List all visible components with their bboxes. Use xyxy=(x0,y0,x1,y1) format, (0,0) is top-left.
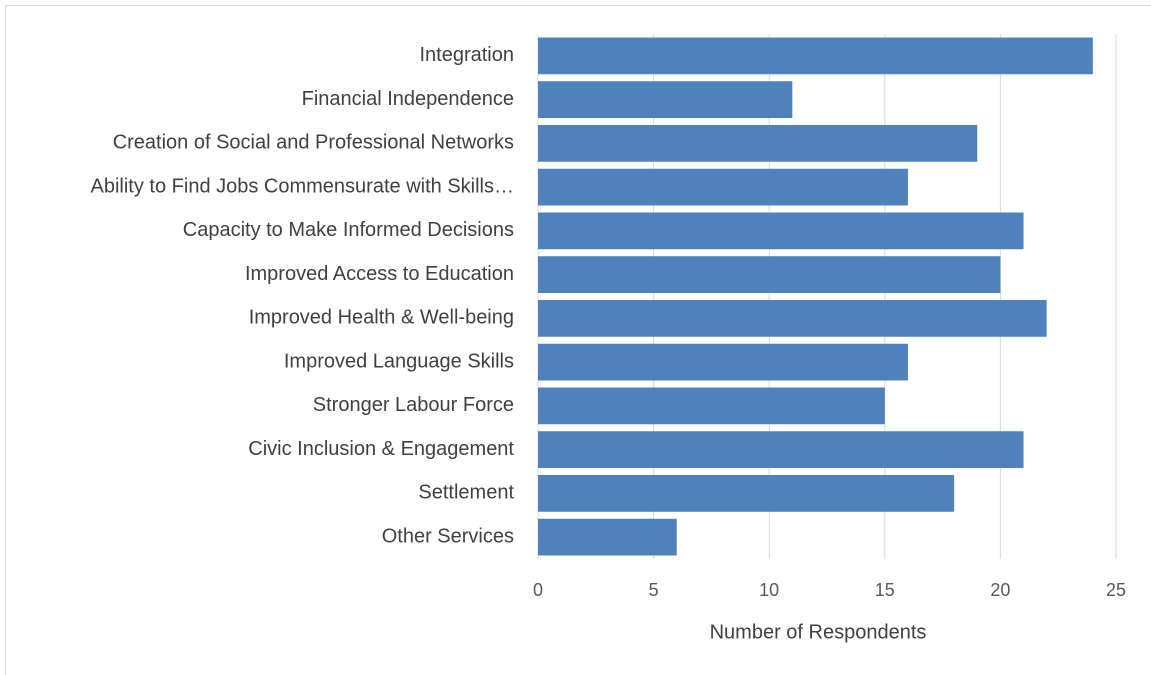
y-tick-label: Financial Independence xyxy=(302,88,514,110)
y-tick-label: Civic Inclusion & Engagement xyxy=(248,438,514,460)
x-tick-label: 15 xyxy=(875,580,895,600)
y-tick-label: Capacity to Make Informed Decisions xyxy=(183,219,514,241)
y-tick-label: Stronger Labour Force xyxy=(313,394,514,416)
bar xyxy=(538,256,1001,293)
bar xyxy=(538,431,1024,468)
y-tick-label: Improved Access to Education xyxy=(245,263,514,285)
x-tick-label: 5 xyxy=(649,580,659,600)
y-tick-label: Creation of Social and Professional Netw… xyxy=(113,132,514,154)
y-tick-label: Improved Language Skills xyxy=(284,350,514,372)
x-tick-label: 0 xyxy=(533,580,543,600)
bar xyxy=(538,125,978,162)
y-tick-label: Settlement xyxy=(418,482,514,504)
bar xyxy=(538,37,1093,75)
y-tick-label: Improved Health & Well-being xyxy=(249,307,514,329)
bar xyxy=(538,475,955,512)
x-tick-label: 10 xyxy=(759,580,779,600)
bar xyxy=(538,343,908,381)
x-axis-label: Number of Respondents xyxy=(710,621,927,643)
bar xyxy=(538,212,1024,250)
bar xyxy=(538,387,885,425)
y-tick-label: Other Services xyxy=(382,525,514,547)
y-tick-label: Ability to Find Jobs Commensurate with S… xyxy=(91,175,514,197)
bar xyxy=(538,168,908,206)
bar xyxy=(538,300,1047,337)
y-tick-label: Integration xyxy=(419,44,514,66)
x-tick-label: 25 xyxy=(1106,580,1126,600)
x-tick-label: 20 xyxy=(990,580,1010,600)
bar xyxy=(538,518,677,556)
bar xyxy=(538,81,793,118)
